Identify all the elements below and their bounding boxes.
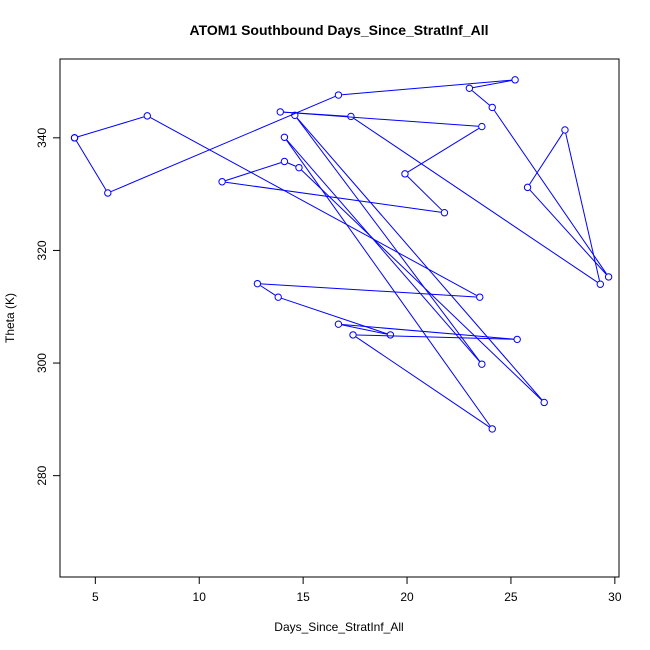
data-point bbox=[334, 320, 343, 328]
data-point bbox=[440, 209, 449, 217]
series-line-segment bbox=[225, 181, 441, 213]
series-line-segment bbox=[355, 336, 490, 428]
series-line-segment bbox=[296, 117, 481, 362]
series-line-segment bbox=[301, 169, 542, 401]
series-line-segment bbox=[472, 79, 512, 89]
series-line-segment bbox=[260, 285, 276, 296]
series-line-segment bbox=[286, 139, 480, 362]
data-point bbox=[488, 425, 496, 433]
series-line-segment bbox=[341, 324, 387, 335]
series-line-segment bbox=[407, 128, 480, 173]
series-line-segment bbox=[565, 133, 600, 281]
data-point bbox=[478, 122, 486, 131]
series-line-segment bbox=[493, 110, 607, 275]
x-tick-label: 30 bbox=[608, 590, 622, 604]
data-point bbox=[334, 91, 343, 99]
series-line-segment bbox=[529, 189, 607, 275]
y-tick-label: 300 bbox=[35, 353, 49, 373]
series-line-segment bbox=[281, 297, 388, 335]
data-point bbox=[476, 293, 484, 301]
series-line-segment bbox=[471, 90, 490, 106]
series-line-segment bbox=[283, 111, 479, 127]
data-point bbox=[513, 335, 521, 344]
series-line-segment bbox=[225, 162, 282, 182]
x-axis-label: Days_Since_StratInf_All bbox=[274, 620, 403, 634]
series-line-segment bbox=[286, 139, 491, 427]
series-line-segment bbox=[407, 176, 443, 211]
data-point bbox=[280, 133, 289, 141]
chart-title: ATOM1 Southbound Days_Since_StratInf_All bbox=[190, 22, 489, 38]
data-point bbox=[291, 111, 299, 120]
x-tick-label: 25 bbox=[504, 590, 518, 604]
data-point bbox=[540, 398, 548, 407]
series-line-segment bbox=[287, 162, 296, 167]
data-point bbox=[274, 293, 282, 301]
data-point bbox=[604, 273, 613, 281]
y-tick-label: 280 bbox=[35, 465, 49, 485]
data-point bbox=[276, 108, 284, 116]
y-axis-label: Theta (K) bbox=[3, 293, 17, 343]
x-tick-label: 15 bbox=[296, 590, 310, 604]
x-tick-label: 10 bbox=[193, 590, 207, 604]
data-point bbox=[561, 126, 569, 134]
data-point bbox=[347, 112, 355, 121]
series-layer bbox=[70, 76, 613, 433]
data-point bbox=[465, 84, 474, 92]
data-point bbox=[523, 183, 532, 192]
data-point bbox=[349, 331, 357, 339]
data-point bbox=[511, 76, 519, 84]
x-tick-label: 20 bbox=[400, 590, 414, 604]
series-line-segment bbox=[342, 324, 514, 340]
data-point bbox=[478, 360, 486, 368]
x-tick-label: 5 bbox=[92, 590, 99, 604]
data-point bbox=[280, 157, 289, 166]
series-line-segment bbox=[529, 132, 564, 185]
series-line-segment bbox=[356, 334, 514, 340]
series-line-segment bbox=[150, 117, 477, 296]
data-point bbox=[143, 112, 151, 120]
series-line-segment bbox=[260, 283, 477, 298]
series-line-segment bbox=[110, 95, 336, 193]
series-line-segment bbox=[353, 118, 598, 283]
x-axis: 5 10 15 20 25 30 bbox=[92, 577, 622, 604]
y-axis: 280 300 320 340 bbox=[35, 127, 60, 486]
series-line-segment bbox=[342, 79, 512, 96]
data-point bbox=[253, 279, 262, 288]
data-point bbox=[295, 163, 303, 172]
data-point bbox=[104, 189, 112, 197]
plot-frame bbox=[59, 58, 620, 578]
data-point bbox=[218, 178, 226, 186]
y-tick-label: 340 bbox=[35, 127, 49, 147]
data-point bbox=[596, 280, 604, 288]
data-point bbox=[386, 331, 395, 339]
series-line-segment bbox=[296, 117, 543, 401]
data-point bbox=[401, 170, 409, 178]
series-line-segment bbox=[75, 140, 107, 191]
data-point bbox=[488, 103, 496, 112]
series-line-segment bbox=[77, 116, 144, 138]
y-tick-label: 320 bbox=[35, 240, 49, 260]
data-point bbox=[70, 134, 79, 142]
